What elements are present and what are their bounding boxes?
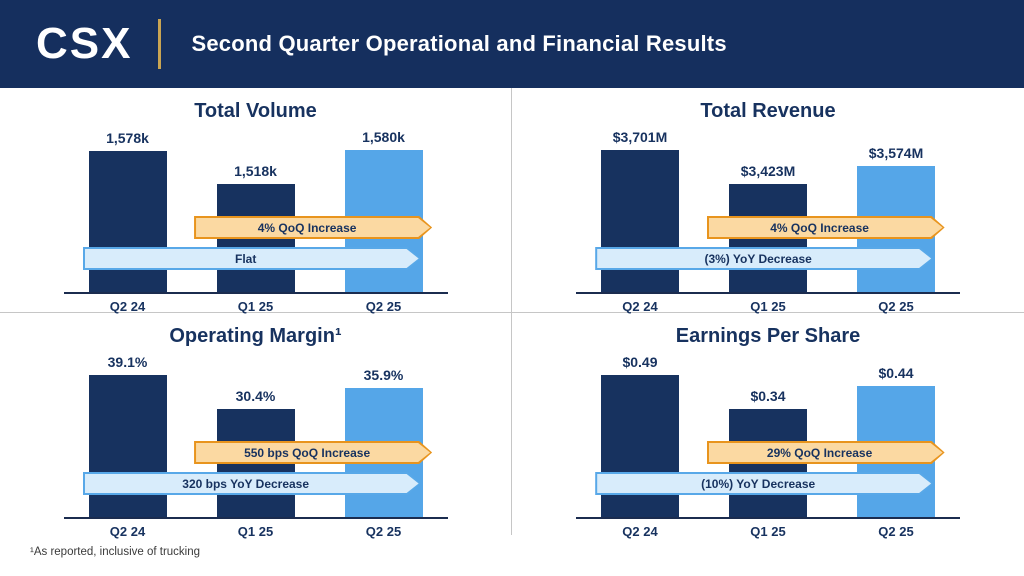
bar-value-label: 1,578k [106,130,149,146]
bar [88,151,167,292]
bar-value-label: $0.49 [622,354,658,370]
plot-area: 39.1% 30.4% 35.9% 550 bps QoQ Increase 320 b… [63,354,448,519]
chart-title: Earnings Per Share [675,325,861,347]
x-tick-label: Q1 25 [750,299,786,314]
bar-value-label: $0.44 [878,365,914,381]
charts-grid: Total Volume 1,578k 1,518k 1,580k 4% QoQ In… [0,88,1024,539]
badge-label: 320 bps YoY Decrease [85,474,419,493]
badge-label: 29% QoQ Increase [709,443,943,462]
x-tick-label: Q2 24 [109,524,146,539]
bar-value-label: 1,518k [234,163,277,179]
plot-area: $3,701M $3,423M $3,574M 4% QoQ Increase (3%)… [576,129,960,294]
qoq-change-arrow-badge: 550 bps QoQ Increase [194,441,432,464]
bar-value-label: $0.34 [750,388,786,404]
chart-title: Total Volume [194,100,317,122]
yoy-change-arrow-badge: (10%) YoY Decrease [595,472,933,495]
ticks-row: Q2 24 Q1 25 Q2 25 [64,524,448,539]
qoq-change-arrow-badge: 29% QoQ Increase [707,441,945,464]
badge-label: Flat [85,249,419,268]
x-tick-label: Q2 25 [878,524,914,539]
x-tick-label: Q1 25 [237,299,274,314]
bar-value-label: $3,701M [612,129,668,145]
qoq-change-arrow-badge: 4% QoQ Increase [707,216,945,239]
bar-value-label: 1,580k [362,129,405,145]
ticks-row: Q2 24 Q1 25 Q2 25 [64,299,448,314]
page-title: Second Quarter Operational and Financial… [191,31,727,56]
yoy-change-arrow-badge: Flat [83,247,421,270]
bar-value-label: 39.1% [107,354,148,370]
badge-label: (3%) YoY Decrease [597,249,931,268]
yoy-change-arrow-badge: (3%) YoY Decrease [595,247,933,270]
chart-panel-operating-margin: Operating Margin¹ 39.1% 30.4% 35.9% 550 bps… [0,313,512,539]
bar-value-label: $3,574M [868,145,924,161]
x-tick-label: Q1 25 [237,524,274,539]
chart-panel-total-volume: Total Volume 1,578k 1,518k 1,580k 4% QoQ In… [0,88,512,314]
badge-label: 550 bps QoQ Increase [196,443,430,462]
bar-value-label: 30.4% [235,388,276,404]
chart-title: Operating Margin¹ [169,325,342,347]
header-divider [158,19,162,69]
x-tick-label: Q2 24 [109,299,146,314]
badge-label: (10%) YoY Decrease [597,474,931,493]
chart-panel-earnings-per-share: Earnings Per Share $0.49 $0.34 $0.44 29% Qo… [512,313,1024,539]
yoy-change-arrow-badge: 320 bps YoY Decrease [83,472,421,495]
bar [88,375,167,517]
x-tick-label: Q2 24 [622,299,658,314]
bar-value-label: 35.9% [363,367,404,383]
x-tick-label: Q2 25 [878,299,914,314]
bar-value-label: $3,423M [740,163,796,179]
bar [601,375,679,517]
x-tick-label: Q2 25 [365,299,402,314]
chart-title: Total Revenue [700,100,836,122]
footnote: ¹As reported, inclusive of trucking [30,546,201,558]
plot-area: $0.49 $0.34 $0.44 29% QoQ Increase (10%) YoY… [576,354,960,519]
ticks-row: Q2 24 Q1 25 Q2 25 [576,299,960,314]
csx-logo: CSX [36,19,133,68]
x-tick-label: Q2 25 [365,524,402,539]
x-tick-label: Q1 25 [750,524,786,539]
badge-label: 4% QoQ Increase [196,218,430,237]
ticks-row: Q2 24 Q1 25 Q2 25 [576,524,960,539]
chart-panel-total-revenue: Total Revenue $3,701M $3,423M $3,574M 4% Qo… [512,88,1024,314]
bar [601,150,679,292]
plot-area: 1,578k 1,518k 1,580k 4% QoQ Increase Flat [63,129,448,294]
qoq-change-arrow-badge: 4% QoQ Increase [194,216,432,239]
x-tick-label: Q2 24 [622,524,658,539]
header-bar: CSX Second Quarter Operational and Finan… [0,0,1024,88]
badge-label: 4% QoQ Increase [709,218,943,237]
